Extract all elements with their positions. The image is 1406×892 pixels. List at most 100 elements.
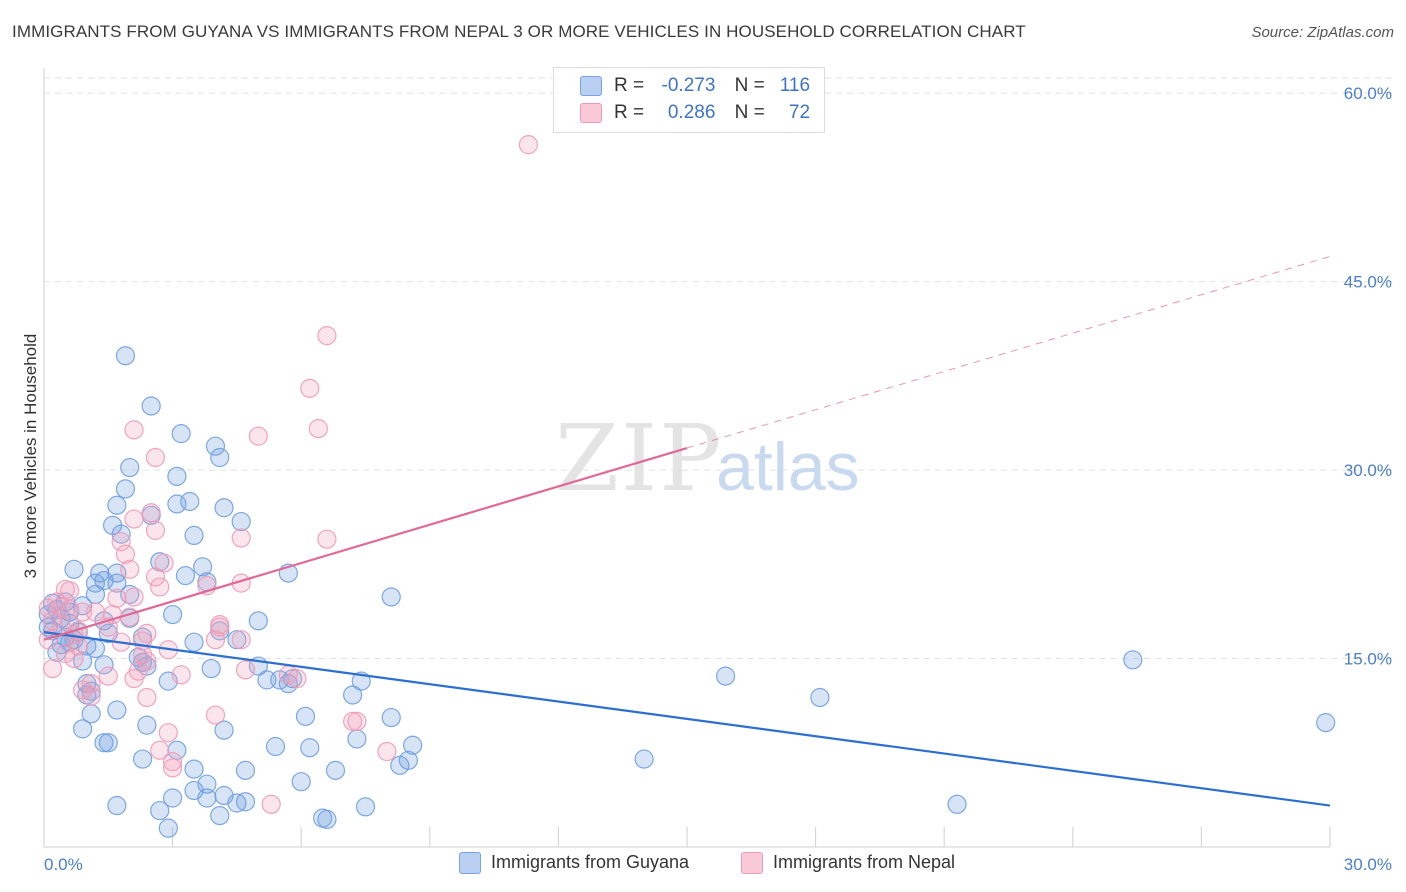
guyana-point	[98, 733, 118, 753]
y-tick-label: 60.0%	[1344, 84, 1392, 103]
nepal-point	[518, 135, 538, 155]
y-tick-label: 30.0%	[1344, 461, 1392, 480]
nepal-point	[171, 665, 191, 685]
nepal-point	[115, 544, 136, 564]
nepal-point	[235, 660, 256, 680]
legend-r-label: R =	[614, 75, 645, 96]
trend-lines	[43, 255, 1331, 807]
legend-row-nepal: R = 0.286 N = 72	[580, 102, 810, 128]
watermark: ZIP atlas	[555, 405, 860, 512]
gridlines	[44, 77, 1394, 660]
guyana-point	[201, 658, 221, 679]
x-axis-ticks	[43, 827, 1331, 847]
nepal-point	[231, 630, 251, 650]
legend-n-value-nepal: 72	[788, 102, 811, 123]
guyana-point	[167, 494, 187, 514]
bottom-legend-swatch-guyana	[459, 852, 481, 875]
guyana-point	[94, 733, 114, 753]
guyana-point	[235, 792, 256, 812]
nepal-point	[124, 587, 144, 607]
nepal-point	[85, 602, 106, 622]
nepal-trend-extension	[686, 255, 1331, 449]
source-label: Source: ZipAtlas.com	[1251, 24, 1394, 41]
guyana-point	[163, 788, 183, 808]
guyana-point	[1316, 713, 1336, 733]
nepal-point	[150, 577, 170, 597]
guyana-point	[231, 511, 251, 532]
guyana-point	[167, 466, 187, 486]
nepal-point	[145, 447, 166, 468]
nepal-point	[38, 598, 58, 618]
nepal-point	[347, 711, 367, 731]
series-points	[38, 135, 1336, 838]
bottom-legend-guyana: Immigrants from Guyana	[459, 852, 690, 875]
guyana-point	[634, 749, 654, 769]
guyana-point	[810, 687, 830, 708]
guyana-point	[295, 706, 316, 726]
nepal-point	[60, 581, 80, 601]
guyana-trend-line	[43, 631, 1331, 807]
watermark-zip: ZIP	[555, 405, 723, 512]
nepal-point	[81, 686, 101, 706]
nepal-point	[38, 630, 58, 650]
x-tick-label-min: 0.0%	[44, 855, 83, 874]
guyana-point	[137, 715, 157, 735]
nepal-point	[300, 378, 320, 398]
y-tick-label: 45.0%	[1344, 273, 1392, 292]
guyana-point	[184, 632, 204, 652]
chart-title: IMMIGRANTS FROM GUYANA VS IMMIGRANTS FRO…	[12, 22, 1026, 41]
nepal-point	[317, 326, 337, 346]
guyana-point	[184, 525, 204, 546]
legend-row-guyana: R = -0.273 N = 116	[580, 75, 810, 101]
legend-r-value-nepal: 0.286	[667, 102, 716, 123]
guyana-point	[210, 805, 230, 826]
nepal-point	[124, 669, 144, 689]
nepal-point	[42, 658, 63, 679]
guyana-point	[184, 780, 204, 801]
nepal-point	[248, 426, 268, 446]
legend-n-label: N =	[734, 102, 765, 123]
y-tick-labels: 15.0% 30.0% 45.0% 60.0%	[1344, 84, 1392, 668]
nepal-point	[154, 553, 174, 573]
guyana-point	[381, 707, 401, 728]
bottom-legend-label-guyana: Immigrants from Guyana	[491, 852, 690, 872]
guyana-point	[85, 638, 106, 659]
correlation-legend: R = -0.273 N = 116 R = 0.286 N = 72	[553, 67, 825, 133]
guyana-point	[64, 559, 84, 579]
nepal-point	[64, 648, 84, 669]
guyana-point	[210, 447, 230, 468]
guyana-point	[300, 738, 320, 758]
guyana-point	[265, 736, 286, 757]
nepal-point	[231, 528, 251, 548]
guyana-point	[291, 772, 311, 792]
guyana-point	[715, 666, 736, 686]
bottom-legend-swatch-nepal	[741, 852, 763, 875]
guyana-point	[107, 700, 127, 720]
guyana-point	[1123, 650, 1143, 670]
nepal-point	[317, 529, 337, 549]
guyana-point	[107, 795, 127, 816]
guyana-point	[325, 760, 346, 780]
nepal-point	[98, 666, 118, 686]
guyana-point	[94, 655, 114, 675]
guyana-point	[343, 685, 363, 705]
guyana-point	[171, 424, 191, 444]
bottom-legend-label-nepal: Immigrants from Nepal	[773, 852, 956, 872]
guyana-point	[214, 785, 234, 806]
nepal-point	[377, 741, 397, 762]
guyana-point	[115, 346, 136, 366]
nepal-point	[158, 723, 178, 743]
guyana-point	[132, 749, 153, 769]
guyana-point	[227, 630, 247, 650]
nepal-point	[343, 711, 363, 731]
y-tick-label: 15.0%	[1344, 650, 1392, 669]
guyana-point	[107, 573, 127, 593]
nepal-point	[124, 509, 144, 529]
nepal-point	[107, 588, 127, 608]
x-tick-label-max: 30.0%	[1344, 855, 1392, 874]
guyana-point	[403, 735, 423, 755]
nepal-point	[145, 520, 166, 540]
guyana-point	[111, 524, 131, 544]
guyana-point	[235, 760, 256, 780]
legend-n-value-guyana: 116	[779, 75, 811, 96]
